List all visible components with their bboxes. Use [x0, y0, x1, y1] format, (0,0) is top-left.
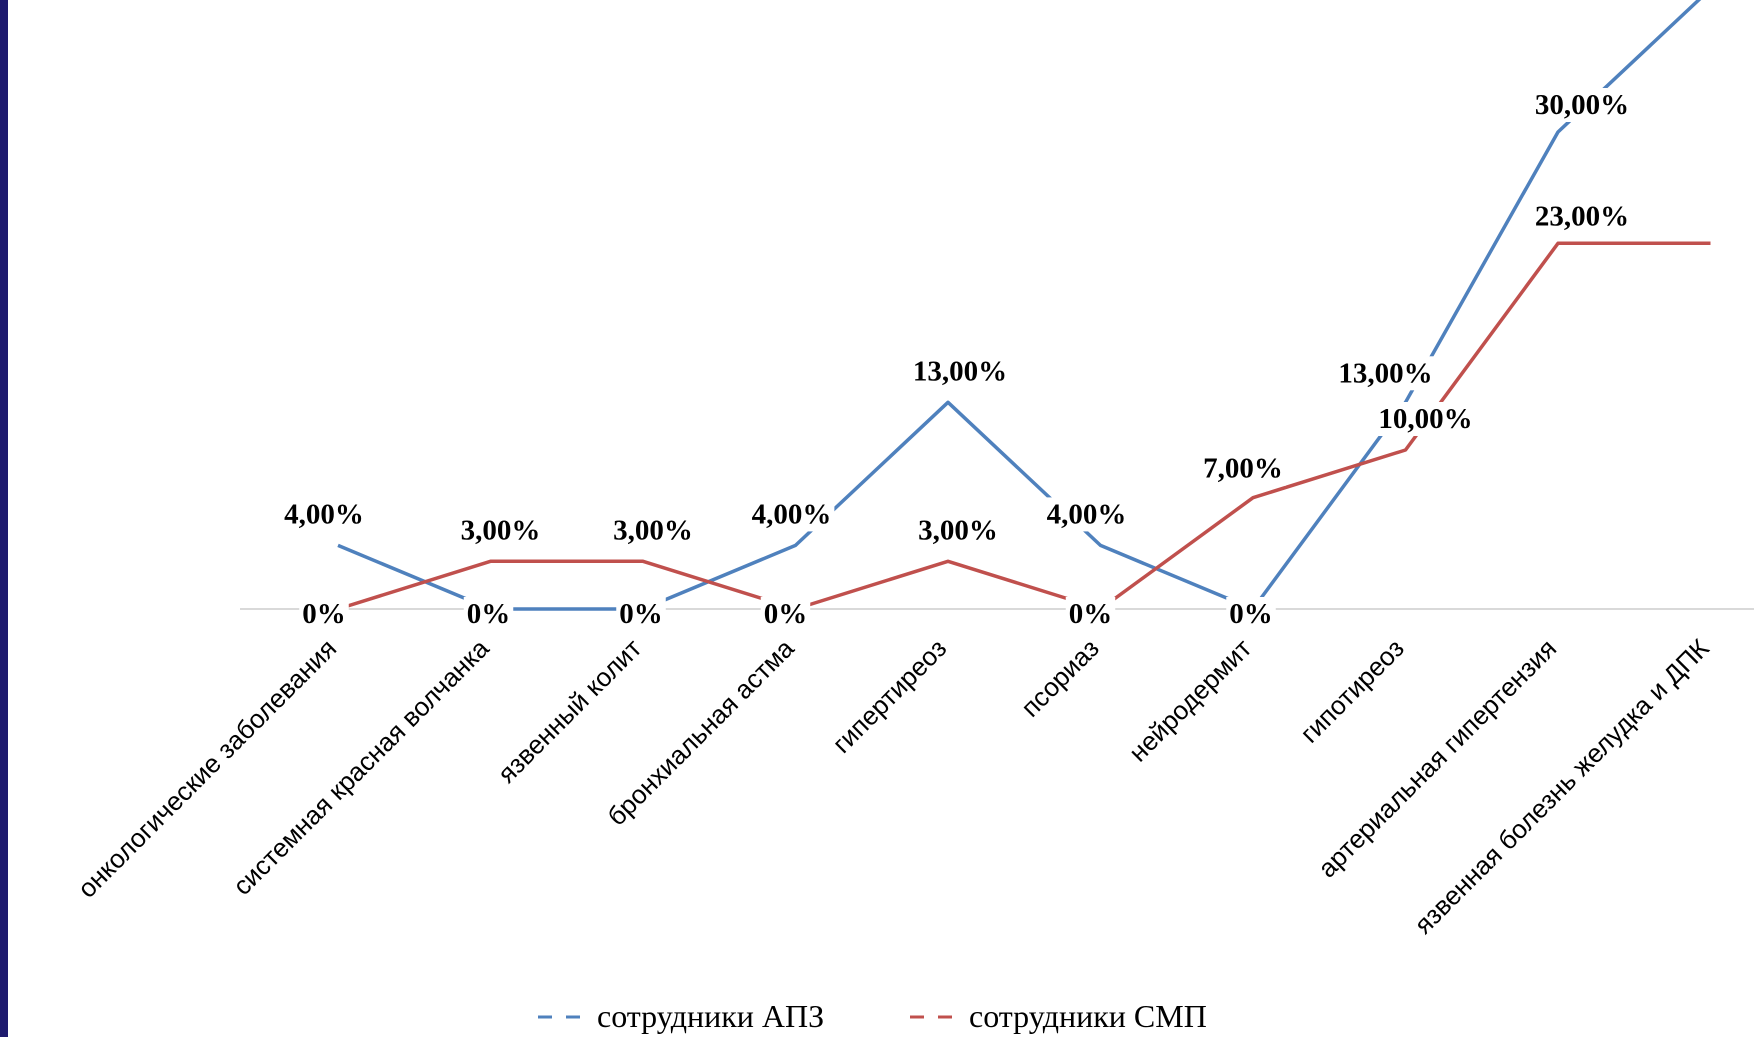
data-label-bg-s1-p3 [760, 597, 811, 631]
category-label-2: язвенный колит [491, 633, 647, 789]
data-label-s1-p8: 23,00% [1535, 200, 1629, 232]
data-label-s1-p4: 3,00% [918, 514, 998, 546]
data-label-s1-p0: 0% [302, 598, 346, 630]
data-label-bg-s0-p0 [281, 497, 367, 532]
data-label-s0-p4: 13,00% [913, 355, 1007, 387]
data-label-bg-s1-p0 [299, 597, 349, 631]
category-label-7: гипотиреоз [1294, 633, 1410, 749]
data-label-bg-s0-p6 [1226, 597, 1276, 631]
data-label-bg-s0-p1 [463, 597, 514, 631]
data-label-s1-p2: 3,00% [613, 514, 693, 546]
line-chart: 4,00% 0% 0% 4,00% 13,00% 4,00% 0% 13,00% 30,00% 3… [72, 0, 1754, 1034]
data-label-bg-s1-p4 [915, 513, 1001, 548]
data-label-bg-s1-p6 [1200, 451, 1286, 486]
data-label-s0-p2: 0% [619, 598, 663, 630]
data-label-s0-p1: 0% [467, 598, 511, 630]
data-label-s1-p1: 3,00% [461, 514, 541, 546]
category-label-6: нейродермит [1123, 633, 1257, 767]
legend: сотрудники АПЗ сотрудники СМП [538, 998, 1207, 1034]
category-label-9: язвенная болезнь желудка и ДПК [1408, 633, 1715, 940]
chart-area: 4,00% 0% 0% 4,00% 13,00% 4,00% 0% 13,00% 30,00% 3… [8, 0, 1754, 1037]
legend-label-smp: сотрудники СМП [969, 998, 1207, 1034]
data-label-bg-s0-p8 [1531, 88, 1633, 122]
legend-label-apz: сотрудники АПЗ [597, 998, 824, 1034]
data-label-s0-p6: 0% [1229, 598, 1273, 630]
data-label-s1-p3: 0% [764, 598, 808, 630]
category-label-1: системная красная волчанка [227, 633, 495, 901]
data-label-bg-s1-p2 [610, 513, 696, 548]
data-label-s0-p8: 30,00% [1535, 89, 1629, 121]
series-line-1 [337, 241, 1711, 611]
data-label-bg-s1-p8 [1531, 199, 1633, 234]
data-label-s1-p6: 7,00% [1203, 453, 1283, 485]
data-label-bg-s0-p7 [1335, 356, 1436, 391]
data-label-s1-p7: 10,00% [1378, 403, 1472, 435]
data-labels: 4,00% 0% 0% 4,00% 13,00% 4,00% 0% 13,00% 30,00% 3… [281, 88, 1633, 631]
data-label-bg-s0-p5 [1043, 497, 1130, 532]
data-label-s1-p5: 0% [1069, 598, 1113, 630]
data-label-bg-s0-p4 [909, 354, 1011, 389]
data-label-bg-s1-p1 [457, 513, 544, 548]
category-label-0: онкологические заболевания [72, 633, 343, 904]
data-label-s0-p3: 4,00% [752, 498, 832, 530]
data-label-s0-p7: 13,00% [1338, 357, 1432, 389]
series-line-0 [337, 0, 1702, 611]
data-label-bg-s0-p3 [748, 497, 835, 532]
series-lines [337, 0, 1711, 611]
data-label-bg-s0-p2 [616, 597, 666, 631]
category-label-5: псориаз [1015, 633, 1105, 723]
data-label-s0-p5: 4,00% [1047, 498, 1127, 530]
legend-item-apz: сотрудники АПЗ [538, 998, 824, 1034]
data-label-bg-s1-p7 [1375, 402, 1476, 436]
data-label-bg-s1-p5 [1065, 597, 1116, 631]
category-label-8: артериальная гипертензия [1312, 633, 1562, 883]
category-label-4: гипертиреоз [826, 633, 952, 759]
data-label-s0-p0: 4,00% [284, 498, 364, 530]
legend-item-smp: сотрудники СМП [910, 998, 1207, 1034]
